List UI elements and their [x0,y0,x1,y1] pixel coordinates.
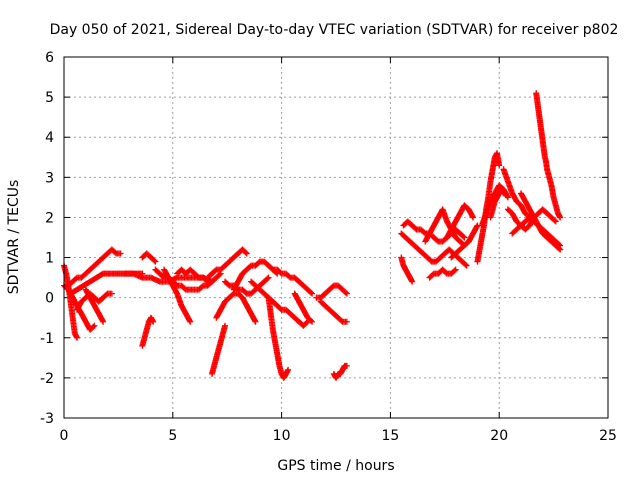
series-track-y [398,254,416,285]
data-point [309,318,316,325]
x-tick-label: 25 [599,428,617,444]
series-track-w [317,298,350,325]
series-track-am [533,90,564,221]
series-track-n [208,322,229,377]
series-track-ac [426,266,459,281]
data-point [463,262,470,269]
axis-ticks [63,56,609,419]
x-axis-label: GPS time / hours [277,458,394,474]
series-track-ad [443,202,477,241]
y-tick-label: 4 [45,130,54,146]
y-tick-label: 3 [45,170,54,186]
x-tick-label: 10 [273,428,291,444]
data-point [117,250,124,257]
series-track-f [82,286,107,325]
data-point [216,271,223,278]
data-point [556,245,563,252]
data-point [222,322,229,329]
data-point [307,289,314,296]
data-point [552,218,559,225]
data-point [108,290,115,297]
data-point [203,277,210,284]
series-track-m [204,246,250,281]
series-track-s [265,294,292,381]
plot-frame [63,56,609,419]
data-point [74,334,81,341]
data-point [307,317,314,324]
series-track-ab [422,206,472,249]
data-point [187,318,194,325]
series-track-x [330,362,350,381]
data-point [452,266,459,273]
data-point [303,319,310,326]
data-point [343,362,350,369]
series-track-al [517,190,564,253]
data-point [343,318,350,325]
y-tick-label: 5 [45,90,54,106]
y-tick-label: 2 [45,210,54,226]
data-point [342,289,349,296]
series-track-i [139,314,157,349]
x-tick-label: 20 [490,428,508,444]
data-point [265,274,272,281]
series-track-h [139,250,159,265]
data-point [91,322,98,329]
data-point [460,233,467,240]
data-point [557,246,564,253]
y-axis-label: SDTVAR / TECUs [6,180,22,295]
data-point [152,258,159,265]
data-point [285,366,292,373]
data-point [151,257,158,264]
series-track-k [161,266,194,325]
series-track-q [230,258,281,293]
data-point [150,318,157,325]
data-point [252,318,259,325]
series-track-v [313,282,350,301]
grid [64,57,608,418]
data-point [496,162,503,169]
data-point [309,290,316,297]
series-track-ag [478,182,511,229]
tick-labels: 0 5 10 15 20 25 -3 -2 -1 0 1 2 3 4 5 6 [40,50,617,444]
y-tick-label: -1 [40,331,54,347]
data-point [551,217,558,224]
data-points [61,90,564,381]
data-point [343,290,350,297]
data-point [243,250,250,257]
data-point [90,323,97,330]
series-track-t [269,266,316,297]
x-tick-label: 15 [381,428,399,444]
data-point [100,318,107,325]
series-track-d [67,270,146,297]
data-point [462,261,469,268]
series-track-z [398,230,470,269]
y-tick-label: 6 [45,50,54,66]
data-point [242,249,249,256]
y-tick-label: -2 [40,371,54,387]
series-track-l [174,266,211,285]
series-track-c [65,246,124,289]
series-track-ah [487,186,507,221]
y-tick-label: -3 [40,411,54,427]
chart-title: Day 050 of 2021, Sidereal Day-to-day VTE… [50,22,619,38]
data-point [504,194,511,201]
data-point [264,275,271,282]
data-point [470,214,477,221]
data-point [461,234,468,241]
data-point [500,190,507,197]
y-tick-label: 1 [45,251,54,267]
data-point [557,214,564,221]
data-point [451,267,458,274]
series-track-u [291,290,316,325]
y-tick-label: 0 [45,291,54,307]
data-point [409,278,416,285]
series-track-ae [448,222,481,261]
x-tick-label: 5 [168,428,177,444]
series-track-o [213,290,259,325]
x-tick-label: 0 [60,428,69,444]
